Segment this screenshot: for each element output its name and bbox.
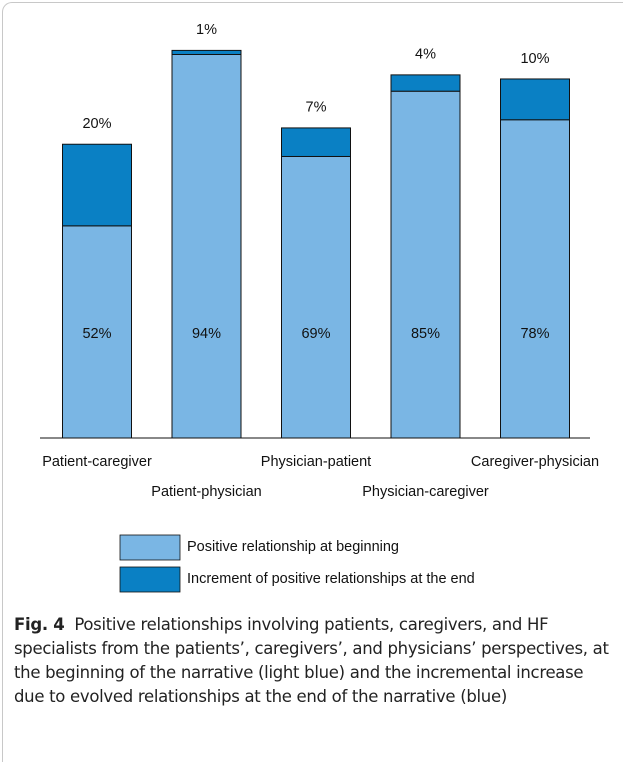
bar-segment	[171, 53, 242, 439]
caption: Fig. 4 Positive relationships involving …	[14, 613, 614, 709]
legend-label: Increment of positive relationships at t…	[187, 571, 475, 587]
legend-swatch	[119, 534, 181, 561]
bar-segment	[281, 155, 351, 439]
value-label: 94%	[192, 326, 221, 342]
value-label: 85%	[411, 326, 440, 342]
x-tick-label: Caregiver-physician	[471, 454, 599, 470]
bar-segment	[171, 49, 242, 55]
bar-segment	[390, 90, 461, 439]
caption-label: Fig. 4	[14, 615, 65, 634]
x-tick-label: Physician-patient	[261, 454, 371, 470]
value-label: 20%	[82, 116, 111, 132]
legend-swatch	[119, 566, 181, 593]
value-label: 4%	[415, 47, 436, 63]
bar-segment	[390, 74, 461, 92]
bar-segment	[500, 119, 570, 439]
value-label: 69%	[301, 326, 330, 342]
value-label: 7%	[306, 100, 327, 116]
x-tick-label: Patient-physician	[151, 484, 261, 500]
x-tick-label: Physician-caregiver	[362, 484, 489, 500]
bar-segment	[281, 127, 351, 157]
chart: 52% 20% Patient-caregiver 94% 1% Patient-phys…	[40, 22, 599, 593]
bar-segment	[62, 143, 132, 227]
value-label: 1%	[196, 22, 217, 38]
legend-label: Positive relationship at beginning	[187, 539, 399, 555]
value-label: 52%	[82, 326, 111, 342]
value-label: 78%	[520, 326, 549, 342]
value-label: 10%	[520, 51, 549, 67]
x-tick-label: Patient-caregiver	[42, 454, 152, 470]
caption-text: Positive relationships involving patient…	[14, 615, 609, 706]
bar-segment	[500, 78, 570, 121]
